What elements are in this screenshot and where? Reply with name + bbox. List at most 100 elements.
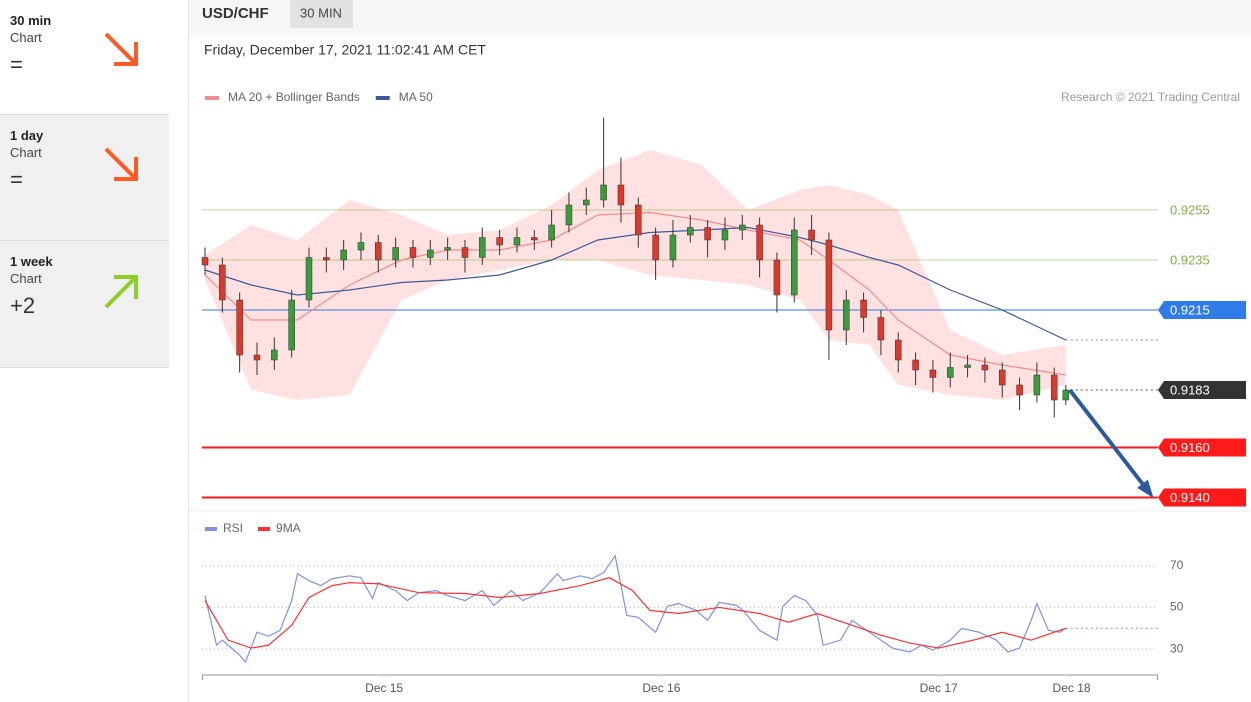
y-tick-label: 70 [1170,558,1184,572]
candle-body [877,317,885,341]
x-tick-label: Dec 16 [642,681,680,695]
score: = [10,52,23,77]
candle-body [843,299,850,331]
candle-body [461,247,469,258]
candle-body [964,364,971,368]
ma-line [204,211,1066,376]
candle-body [548,224,555,241]
y-tick-label: 50 [1170,600,1184,614]
timestamp: Friday, December 17, 2021 11:02:41 AM CE… [204,42,486,58]
candle-body [635,204,642,236]
candle-body [1050,374,1058,401]
candle-body [739,224,746,231]
legend-label: RSI [223,521,243,535]
legend-swatch [258,527,271,531]
candle-body [756,224,763,261]
level-label-box [1158,488,1246,507]
level-label-box [1158,438,1246,457]
candle-body [946,367,954,378]
x-tick-label: Dec 18 [1053,681,1091,695]
trend-arrow [104,147,138,181]
candle-body [929,369,937,378]
candle-body [219,264,226,301]
candle-body [1016,384,1023,396]
level-label: 0.9183 [1170,382,1210,397]
level-label-box [1158,301,1246,319]
forecast-arrow-head [1137,479,1154,499]
line [204,554,1067,664]
summary-1week[interactable]: 1 week Chart +2 [0,241,169,368]
header-bar [188,0,1251,34]
candle-body [427,249,434,258]
candle-body [340,249,347,261]
candle-body [357,242,365,251]
symbol: USD/CHF [202,5,269,22]
candle-body [323,257,330,261]
trend-arrow [104,275,138,309]
candle-body [531,237,538,241]
candle-body [687,227,694,236]
ma-line [204,226,1067,341]
candle-body [808,229,815,241]
legend-label: 9MA [276,521,301,535]
bollinger-band [205,150,1066,400]
candle-body [617,184,625,206]
candle-body [375,242,382,261]
score: +2 [10,293,36,318]
legend-swatch [375,96,390,100]
candle-body [236,299,243,356]
level-label-box [1158,381,1246,399]
candle-body [600,184,607,201]
level-label: 0.9160 [1170,440,1210,455]
candle-body [201,257,209,266]
candle-body [444,247,451,251]
level-label: 0.9255 [1170,202,1210,217]
candle-body [409,247,417,258]
level-label: 0.9140 [1170,490,1210,505]
score: = [10,167,23,192]
candle-body [860,299,867,318]
candle-body [721,229,729,241]
x-tick-label: Dec 17 [920,681,958,695]
legend-label: MA 50 [399,90,433,104]
line [204,577,1066,649]
candle-body [773,259,781,296]
candle-body [1033,374,1041,396]
candle-body [565,204,573,226]
candle-body [253,354,261,361]
forecast-arrow [1068,388,1152,495]
interval[interactable]: 30 MIN [300,5,342,20]
candle-body [305,257,313,301]
trend-arrow [104,32,138,66]
candle-body [479,237,486,258]
candle-body [271,349,278,361]
chart-label: Chart [10,271,42,286]
legend-label: MA 20 + Bollinger Bands [228,90,360,104]
credit: Research © 2021 Trading Central [1061,90,1240,104]
candle-body [895,339,902,361]
candle-body [825,239,833,331]
candle-body [669,234,677,261]
candle-body [981,364,989,371]
summary-1day[interactable]: 1 day Chart = [0,115,169,241]
candle-body [392,247,399,261]
period: 30 min [10,13,52,28]
level-label: 0.9235 [1170,252,1210,267]
candle-body [791,229,798,296]
candle-body [998,369,1006,386]
candle-body [583,199,590,206]
candle-body [704,227,711,241]
chart-label: Chart [10,30,42,45]
x-tick-label: Dec 15 [365,681,403,695]
legend-swatch [205,96,219,100]
level-label: 0.9215 [1170,302,1210,317]
candle-body [496,237,503,246]
candle-body [912,359,919,371]
candle-body [652,234,659,261]
summary-30min[interactable]: 30 min Chart = [0,0,169,115]
candle-body [288,299,295,351]
interval-badge[interactable] [290,0,353,28]
candle-body [513,237,521,246]
